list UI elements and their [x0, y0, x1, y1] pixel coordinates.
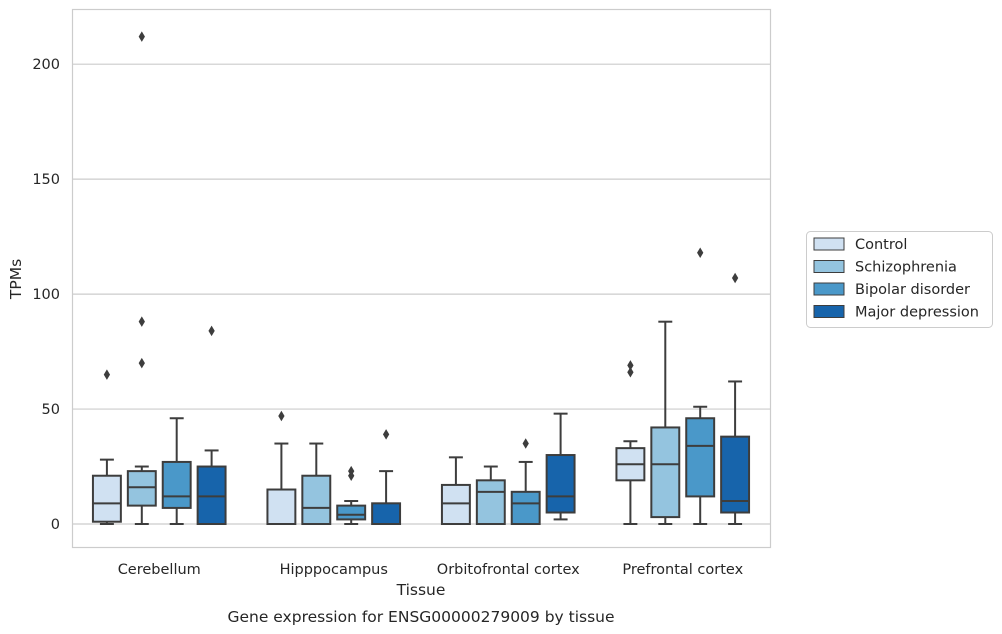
box-iqr — [266, 488, 297, 526]
x-tick-label: Prefrontal cortex — [622, 562, 743, 578]
box-iqr — [336, 504, 367, 521]
box-hipppocampus — [301, 442, 332, 526]
outlier-marker — [731, 272, 739, 284]
box-prefrontal-cortex — [615, 360, 646, 526]
chart-caption: Gene expression for ENSG00000279009 by t… — [227, 608, 614, 626]
y-tick-label: 150 — [32, 172, 60, 188]
outlier-marker — [697, 247, 704, 258]
legend-swatch — [813, 260, 845, 273]
box-iqr — [650, 426, 681, 519]
y-tick-label: 200 — [32, 57, 60, 73]
y-tick-label: 50 — [42, 402, 60, 418]
grid-lines — [72, 63, 770, 525]
box-iqr — [126, 470, 157, 507]
legend-frame — [806, 231, 993, 328]
box-iqr — [440, 483, 471, 526]
box-series — [91, 31, 751, 526]
box-prefrontal-cortex — [650, 320, 681, 526]
outlier-marker — [278, 410, 285, 422]
box-iqr — [475, 479, 506, 526]
x-tick-label: Hipppocampus — [280, 562, 388, 578]
box-hipppocampus — [371, 429, 402, 526]
outlier-marker — [208, 325, 215, 337]
x-axis-label: Tissue — [396, 581, 446, 599]
legend-swatch — [813, 305, 845, 318]
box-iqr — [510, 490, 541, 526]
box-iqr — [196, 465, 227, 526]
box-prefrontal-cortex — [685, 247, 716, 526]
plot-area-frame — [71, 8, 772, 549]
outlier-marker — [627, 367, 634, 378]
outlier-marker — [138, 316, 145, 327]
y-tick-label: 0 — [51, 517, 60, 533]
series-bipolar-disorder — [161, 247, 716, 526]
outlier-marker — [522, 438, 529, 449]
box-cerebellum — [126, 31, 157, 526]
box-cerebellum — [196, 325, 227, 526]
legend-label: Schizophrenia — [855, 260, 957, 276]
outlier-marker — [348, 465, 355, 477]
y-tick-labels: 0 50 100 150 200 — [32, 57, 60, 533]
legend: Control Schizophrenia Bipolar disorder Majo… — [806, 231, 993, 328]
x-tick-labels: Cerebellum Hipppocampus Orbitofrontal cort… — [118, 562, 744, 578]
box-cerebellum — [91, 369, 122, 526]
legend-label: Control — [855, 237, 907, 253]
box-iqr — [685, 417, 716, 498]
outlier-marker — [138, 31, 145, 42]
x-tick-label: Cerebellum — [118, 562, 201, 578]
box-iqr — [545, 454, 576, 514]
box-iqr — [301, 474, 332, 526]
box-prefrontal-cortex — [720, 272, 751, 526]
box-orbitofrontal-cortex — [475, 465, 506, 526]
y-axis-label: TPMs — [7, 259, 25, 300]
y-tick-label: 100 — [32, 287, 60, 303]
box-iqr — [371, 502, 402, 526]
legend-label: Bipolar disorder — [855, 282, 970, 298]
box-hipppocampus — [336, 465, 367, 526]
series-major-depression — [196, 272, 751, 526]
box-cerebellum — [161, 417, 192, 526]
box-iqr — [161, 460, 192, 509]
series-schizophrenia — [126, 31, 681, 526]
box-orbitofrontal-cortex — [545, 412, 576, 521]
box-iqr — [720, 435, 751, 514]
outlier-marker — [138, 357, 145, 369]
legend-swatch — [813, 237, 845, 251]
outlier-marker — [382, 429, 390, 440]
series-control — [91, 360, 646, 526]
box-orbitofrontal-cortex — [440, 456, 471, 526]
outlier-marker — [103, 369, 111, 380]
box-hipppocampus — [266, 410, 297, 526]
box-iqr — [91, 474, 122, 523]
x-tick-label: Orbitofrontal cortex — [437, 562, 580, 578]
outlier-marker — [627, 360, 634, 371]
legend-label: Major depression — [855, 305, 979, 321]
legend-swatch — [813, 282, 845, 296]
box-orbitofrontal-cortex — [510, 438, 541, 526]
